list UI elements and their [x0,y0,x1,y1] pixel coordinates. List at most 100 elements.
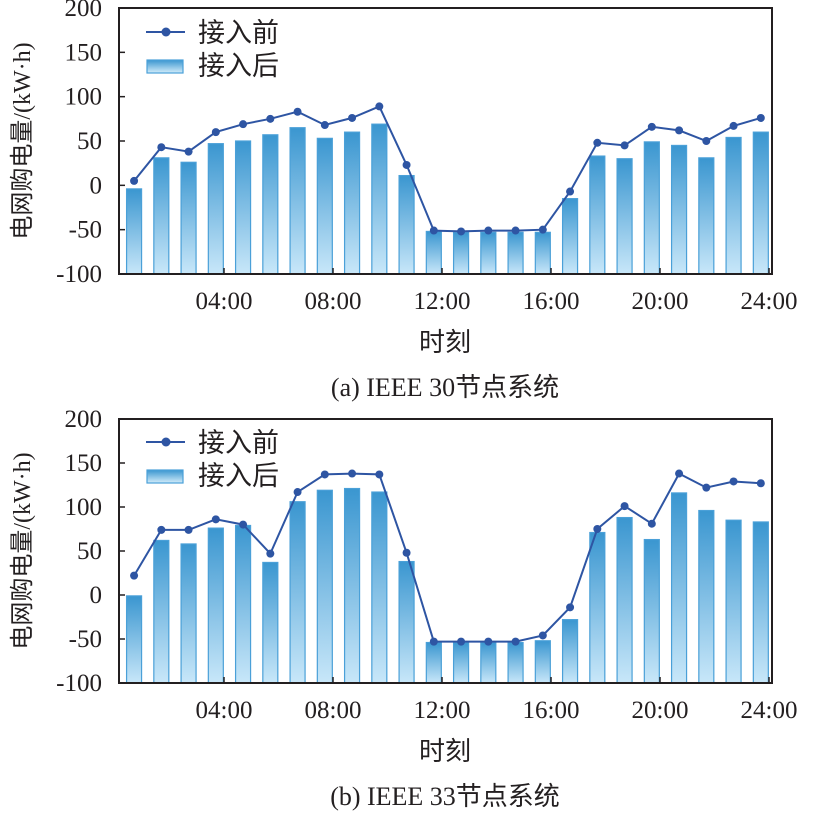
bar [262,134,279,275]
x-tick-label: 20:00 [632,288,689,315]
line-point [375,102,384,111]
line-point [593,525,602,533]
y-tick-label: 150 [65,39,103,66]
bar [153,157,170,275]
line-point [729,477,738,486]
line-point [266,549,275,558]
bar [425,641,442,684]
y-axis-title: 电网购电量/(kW·h) [9,42,36,239]
line-point [320,121,329,130]
y-tick-label: 150 [65,450,103,477]
line-point [675,469,684,478]
x-tick-label: 24:00 [741,697,798,724]
line-point [184,525,193,534]
y-tick-label: 100 [65,494,103,521]
bar [670,144,688,275]
x-tick-label: 08:00 [305,288,362,315]
legend-point-swatch [161,27,171,37]
y-tick-label: -50 [69,217,102,244]
bar [752,131,769,275]
line-point [457,227,466,236]
chart-caption: (b) IEEE 33节点系统 [330,782,560,811]
line-point [157,525,166,534]
bar [480,641,497,684]
bar [507,641,524,684]
line-point [429,637,438,646]
line-point [239,120,248,129]
bar [643,141,660,275]
line-point [348,469,357,478]
line-point [620,502,629,511]
bar [698,157,715,275]
line-point [184,147,193,156]
bar [289,127,306,275]
bar [752,521,769,684]
bar [725,519,742,684]
bar [643,538,660,684]
line-point [457,637,466,646]
bar [343,487,361,684]
bar [180,543,197,684]
bar [452,231,470,275]
line-point [402,160,411,169]
x-tick-label: 04:00 [196,288,253,315]
bar [125,188,143,275]
bar [670,492,688,684]
line-point [729,121,738,130]
line-point [538,631,547,640]
line-point [348,113,357,122]
series-line [133,105,762,233]
x-tick-label: 12:00 [414,288,471,315]
line-point [239,520,248,529]
line-point [484,226,493,235]
y-tick-label: -100 [56,670,102,697]
bar [561,198,579,275]
y-tick-label: 200 [65,0,103,22]
bar [180,161,197,275]
bar [234,524,252,684]
bar [534,231,551,275]
bar [452,641,470,684]
series-line [133,472,761,643]
bar [316,137,333,275]
line-point [756,113,765,122]
chart-a: -100 -50 0 50 100 150 200 04:00 08:00 12:00 16:00 2… [9,0,797,402]
line-point [511,637,520,646]
y-tick-label: 100 [65,84,103,111]
bar [425,230,442,275]
line-point [484,637,493,646]
bar [343,131,361,275]
bar [507,231,524,275]
legend-label: 接入后 [198,51,279,81]
bar [289,501,306,684]
line-point [511,226,520,235]
bar [234,140,252,275]
line-point [293,107,302,116]
bar [153,539,170,684]
y-tick-label: 0 [90,582,103,609]
line-point [538,225,547,234]
line-point [211,128,220,137]
x-tick-label: 04:00 [196,697,253,724]
bar [480,231,497,275]
line-point [293,488,302,497]
bar [616,516,633,684]
x-axis-title: 时刻 [419,328,471,357]
bar [616,158,633,275]
line-point [429,226,438,235]
x-tick-label: 12:00 [414,697,471,724]
bar [398,560,415,684]
line-point [647,122,656,131]
legend-point-swatch [161,437,171,447]
line-point [130,176,139,185]
bar [534,640,551,684]
bar [589,531,606,684]
y-tick-label: -100 [56,261,102,288]
x-tick-label: 16:00 [523,288,580,315]
line-point [566,187,575,196]
line-point [593,138,602,147]
bar [725,136,742,275]
x-tick-label: 16:00 [523,697,580,724]
x-tick-label: 08:00 [305,697,362,724]
